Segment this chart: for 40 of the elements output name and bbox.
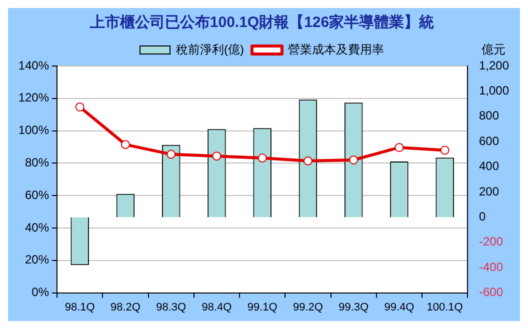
y2-tick-label: -200 xyxy=(476,234,504,249)
x-tick-label: 100.1Q xyxy=(426,301,464,314)
y2-tick-label: -400 xyxy=(476,260,504,274)
x-tick-label: 98.2Q xyxy=(110,301,141,314)
y2-axis-title: 億元 xyxy=(482,42,506,56)
legend-label: 稅前淨利(億) xyxy=(176,42,244,56)
point xyxy=(120,140,130,150)
x-tick-label: 99.2Q xyxy=(292,301,324,314)
point xyxy=(303,156,312,166)
point xyxy=(440,146,450,155)
y2-tick-label: 200 xyxy=(476,184,500,198)
y2-tick-label: 0 xyxy=(476,210,486,224)
y2-tick-label: 1,000 xyxy=(476,84,510,98)
y-tick-label: 140% xyxy=(14,58,50,72)
x-tick-label: 99.1Q xyxy=(247,301,278,314)
y2-tick-label: 600 xyxy=(476,134,500,148)
point xyxy=(75,102,84,112)
chart-title: 上市櫃公司已公布100.1Q財報【126家半導體業】統 xyxy=(88,13,434,32)
y-tick-label: 60% xyxy=(22,188,50,202)
y2-tick-label: 400 xyxy=(476,159,500,174)
point xyxy=(349,155,358,164)
y-tick-label: 80% xyxy=(22,156,50,170)
x-tick-label: 98.4Q xyxy=(202,301,232,314)
y-tick-label: 20% xyxy=(22,252,50,267)
x-tick-label: 98.3Q xyxy=(156,301,187,314)
y2-tick-label: 1,200 xyxy=(476,58,510,72)
y-tick-label: 100% xyxy=(14,123,50,138)
y2-tick-label: 800 xyxy=(476,108,500,123)
point xyxy=(212,152,222,161)
y2-tick-label: -600 xyxy=(476,285,504,300)
x-tick-label: 98.1Q xyxy=(64,301,96,314)
point xyxy=(394,142,404,152)
x-tick-label: 99.4Q xyxy=(384,301,415,314)
y-tick-label: 120% xyxy=(14,90,50,105)
point xyxy=(258,154,267,163)
legend-label: 營業成本及費用率 xyxy=(288,42,384,56)
point xyxy=(166,150,176,159)
x-tick-label: 99.3Q xyxy=(338,301,370,314)
y-tick-label: 0% xyxy=(28,285,50,300)
y-tick-label: 40% xyxy=(22,220,50,234)
